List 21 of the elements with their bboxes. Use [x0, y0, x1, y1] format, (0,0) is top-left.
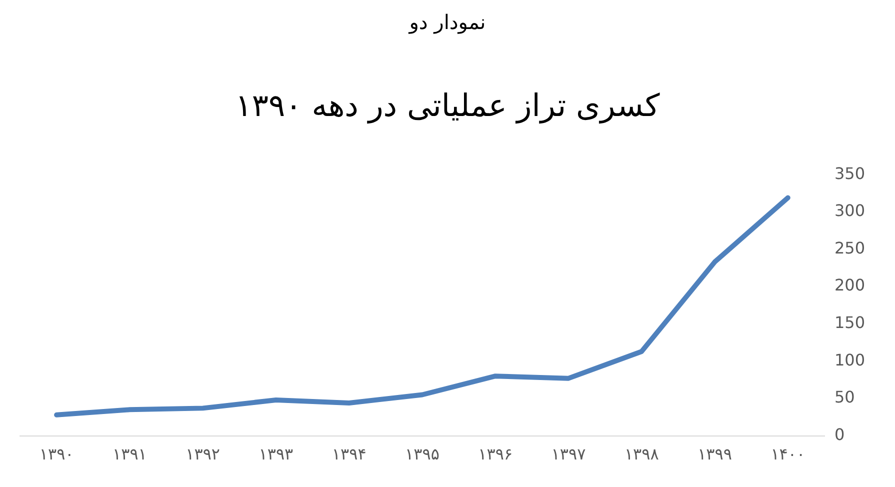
text: نمودار دو — [407, 10, 487, 34]
chart-title: کسری تراز عملیاتی در دهه ۱۳۹۰ — [234, 88, 661, 124]
x-tick-label: ۱۳۹۱ — [112, 444, 147, 464]
x-tick-label: ۱۳۹۴ — [332, 444, 366, 464]
x-tick-label: ۱۳۹۵ — [405, 444, 440, 464]
y-tick-label: 350 — [834, 164, 866, 183]
x-tick-label: ۱۴۰۰ — [770, 444, 806, 464]
y-tick-label: 0 — [834, 424, 845, 444]
x-tick-label: ۱۳۹۹ — [698, 444, 732, 464]
x-tick-label: ۱۳۹۸ — [624, 444, 660, 464]
y-tick-label: 100 — [834, 350, 866, 370]
x-tick-label: ۱۳۹۰ — [39, 444, 74, 464]
y-tick-label: 300 — [834, 201, 866, 220]
y-tick-label: 150 — [834, 313, 866, 332]
x-tick-label: ۱۳۹۳ — [258, 444, 294, 464]
x-tick-label: ۱۳۹۷ — [551, 444, 586, 464]
x-tick-label: ۱۳۹۶ — [478, 444, 513, 464]
y-tick-label: 250 — [834, 238, 866, 258]
y-tick-label: 50 — [834, 388, 855, 407]
x-tick-label: ۱۳۹۲ — [186, 444, 220, 464]
y-tick-label: 200 — [834, 276, 866, 295]
